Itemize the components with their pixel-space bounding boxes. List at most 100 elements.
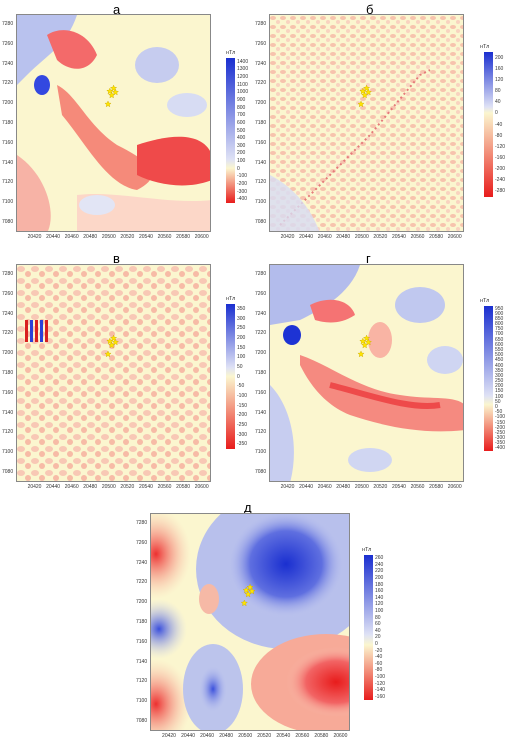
x-tick-label: 20580 xyxy=(314,733,329,739)
colorbar xyxy=(226,58,235,203)
y-tick-label: 7160 xyxy=(255,389,267,396)
y-tick-label: 7260 xyxy=(136,539,148,546)
colorbar-svg xyxy=(226,304,235,449)
colorbar-tick-label: 750 xyxy=(495,326,504,333)
colorbar-tick-label: -200 xyxy=(495,166,506,173)
map-plot xyxy=(269,264,464,482)
colorbar-svg xyxy=(484,52,493,197)
map-svg-v xyxy=(17,265,210,481)
colorbar-tick-label: -160 xyxy=(495,154,506,161)
colorbar-unit: нТл xyxy=(226,296,236,302)
map-svg-b xyxy=(270,15,463,231)
colorbar-tick-label: -300 xyxy=(495,435,506,442)
y-tick-label: 7260 xyxy=(2,290,14,297)
colorbar-tick-label: 200 xyxy=(495,54,504,61)
colorbar-tick-label: -80 xyxy=(495,132,503,139)
colorbar-tick-label: 350 xyxy=(237,305,246,312)
colorbar xyxy=(484,306,493,451)
colorbar-tick-label: 120 xyxy=(495,76,504,83)
x-tick-label: 20480 xyxy=(336,234,351,240)
colorbar-tick-label: -140 xyxy=(375,687,386,694)
y-tick-label: 7180 xyxy=(2,120,14,126)
colorbar-tick-label: 800 xyxy=(237,104,246,111)
colorbar-tick-label: -50 xyxy=(495,409,503,416)
colorbar-tick-label: 950 xyxy=(495,305,504,312)
colorbar-tick-label: -240 xyxy=(495,177,506,184)
y-tick-label: 7140 xyxy=(2,409,14,416)
colorbar-tick-label: 140 xyxy=(375,594,384,601)
y-tick-label: 7160 xyxy=(136,638,148,645)
x-tick-label: 20520 xyxy=(257,733,272,739)
map-svg-g xyxy=(270,265,463,481)
colorbar-tick-label: 200 xyxy=(495,383,504,390)
x-tick-label: 20460 xyxy=(64,234,79,240)
x-tick-label: 20480 xyxy=(83,234,98,240)
y-tick-label: 7200 xyxy=(136,599,148,606)
x-tick-label: 20500 xyxy=(101,234,116,240)
y-tick-label: 7280 xyxy=(2,20,14,27)
y-tick-label: 7140 xyxy=(136,658,148,665)
x-tick-label: 20600 xyxy=(333,733,348,739)
y-tick-label: 7280 xyxy=(255,20,267,27)
colorbar-tick-label: 80 xyxy=(495,88,501,95)
x-tick-label: 20560 xyxy=(410,234,425,240)
colorbar-tick-label: -120 xyxy=(375,680,386,687)
colorbar-tick-label: 50 xyxy=(237,363,243,370)
colorbar-tick-label: -350 xyxy=(237,441,248,448)
x-tick-label: 20560 xyxy=(157,234,172,240)
x-tick-label: 20580 xyxy=(176,234,191,240)
colorbar-tick-label: 100 xyxy=(495,393,504,400)
colorbar-tick-label: -150 xyxy=(237,402,248,409)
colorbar-tick-label: -350 xyxy=(495,440,506,447)
colorbar-tick-label: 1300 xyxy=(237,66,249,73)
star-marker xyxy=(104,350,112,358)
y-tick-label: 7200 xyxy=(255,100,267,107)
colorbar-tick-label: 600 xyxy=(495,341,504,348)
x-tick-label: 20480 xyxy=(83,484,98,490)
panel-title: в xyxy=(113,251,120,266)
colorbar-tick-label: -150 xyxy=(495,419,506,426)
x-tick-label: 20500 xyxy=(354,234,369,240)
x-tick-label: 20520 xyxy=(373,484,388,490)
y-tick-label: 7220 xyxy=(136,579,148,586)
colorbar-svg xyxy=(484,306,493,451)
colorbar-tick-label: 100 xyxy=(237,354,246,361)
map-plot xyxy=(269,14,464,232)
x-tick-label: 20520 xyxy=(373,234,388,240)
x-tick-label: 20420 xyxy=(280,484,295,490)
colorbar-tick-label: -100 xyxy=(495,414,506,421)
panel-title: а xyxy=(113,2,121,17)
x-tick-label: 20440 xyxy=(299,234,314,240)
map-svg-a xyxy=(17,15,210,231)
x-tick-label: 20460 xyxy=(317,484,332,490)
colorbar-tick-label: -250 xyxy=(495,429,506,436)
y-tick-label: 7160 xyxy=(2,389,14,396)
x-tick-label: 20600 xyxy=(194,234,209,240)
star-marker xyxy=(240,599,248,607)
x-tick-label: 20540 xyxy=(392,484,406,490)
colorbar-tick-label: 700 xyxy=(237,112,246,119)
y-tick-label: 7220 xyxy=(2,80,14,87)
colorbar xyxy=(226,304,235,449)
y-tick-label: 7180 xyxy=(255,370,267,376)
x-tick-label: 20480 xyxy=(336,484,351,490)
colorbar-tick-label: -250 xyxy=(237,421,248,428)
y-tick-label: 7180 xyxy=(136,619,148,625)
colorbar-tick-label: 150 xyxy=(495,388,504,395)
map-plot xyxy=(16,264,211,482)
colorbar-tick-label: -300 xyxy=(237,431,248,438)
colorbar-unit: нТл xyxy=(480,44,490,50)
star-marker xyxy=(364,88,372,96)
colorbar-tick-label: -100 xyxy=(237,392,248,399)
x-tick-label: 20560 xyxy=(157,484,172,490)
colorbar-tick-label: 500 xyxy=(495,352,504,359)
star-marker xyxy=(108,341,116,349)
colorbar-tick-label: -20 xyxy=(375,647,383,654)
colorbar-tick-label: -100 xyxy=(375,673,386,680)
colorbar-tick-label: 80 xyxy=(375,614,381,621)
y-tick-label: 7080 xyxy=(136,718,148,725)
colorbar-tick-label: 1200 xyxy=(237,74,249,81)
colorbar-tick-label: -40 xyxy=(375,654,383,661)
map-svg-d xyxy=(151,514,349,730)
x-tick-label: 20500 xyxy=(101,484,116,490)
